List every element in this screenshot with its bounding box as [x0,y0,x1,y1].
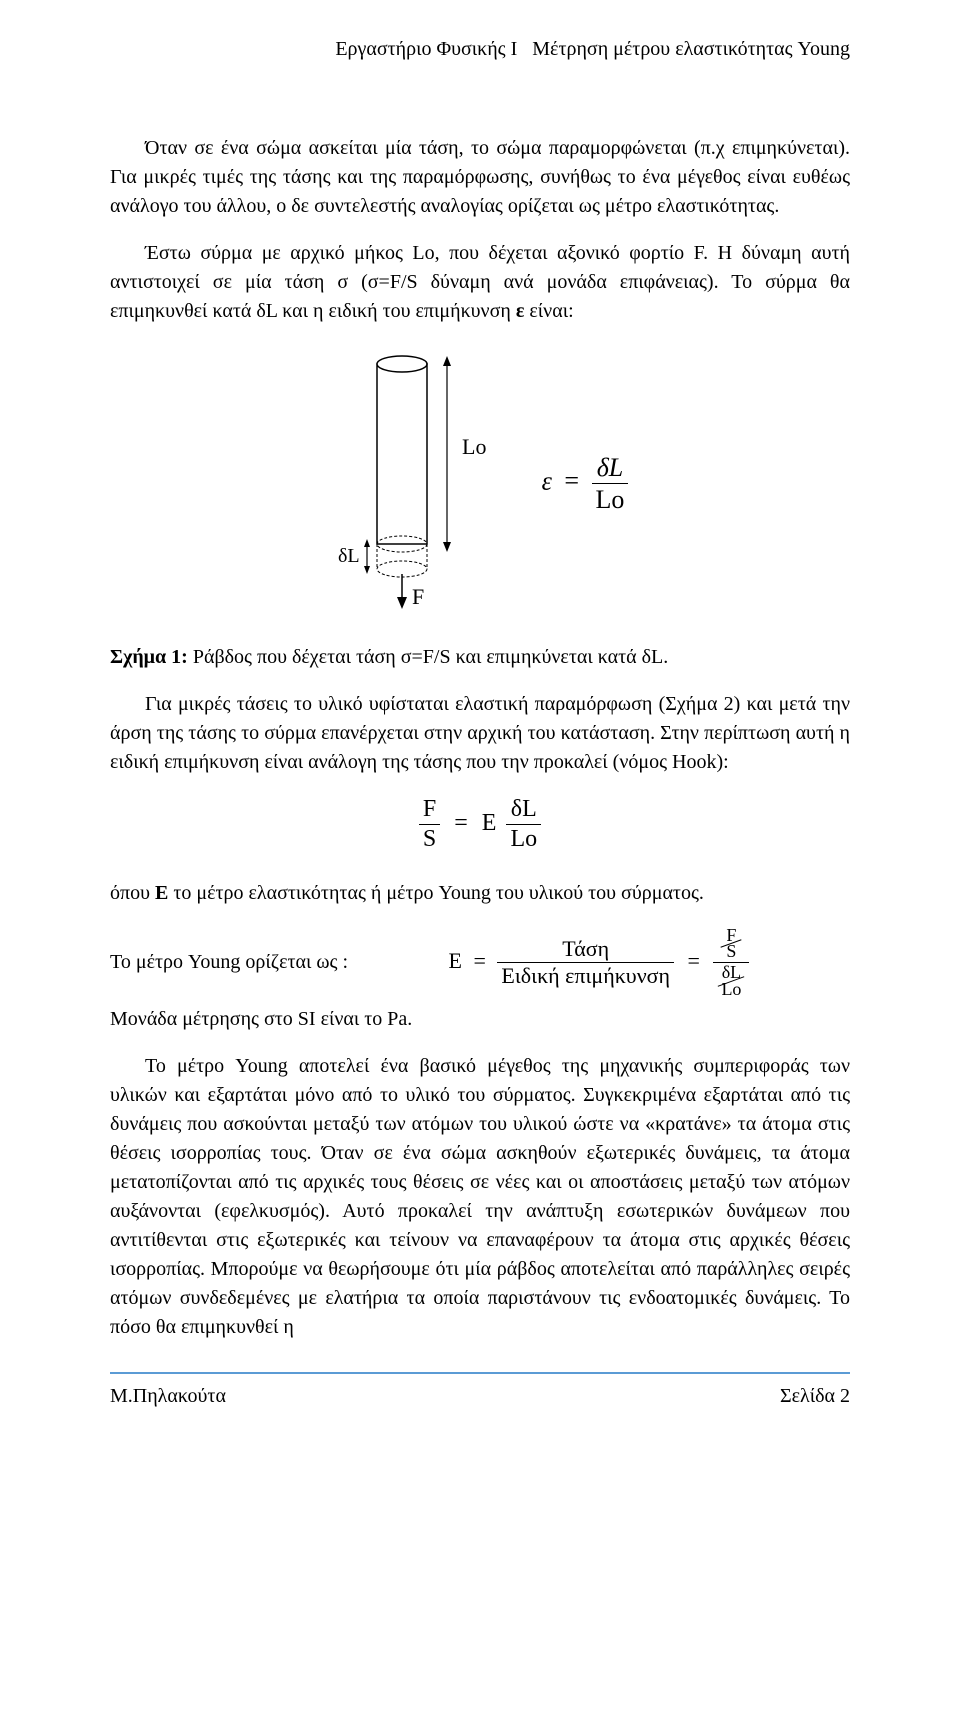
equation-3: Ε = Τάση Ειδική επιμήκυνση = F S δL Lo [348,926,850,1000]
equation-2: F S = Ε δL Lo [110,795,850,854]
eq2-denR: Lo [506,825,541,854]
paragraph-1: Όταν σε ένα σώμα ασκείται μία τάση, το σ… [110,134,850,221]
figure-1-caption-label: Σχήμα 1: [110,646,188,668]
paragraph-4b: το μέτρο ελαστικότητας ή μέτρο Young του… [168,882,704,904]
eq3-den2: δL Lo [713,963,749,1000]
eq3-den1: Ειδική επιμήκυνση [497,963,674,989]
eq2-E: Ε [482,810,497,836]
paragraph-3: Για μικρές τάσεις το υλικό υφίσταται ελα… [110,690,850,777]
paragraph-2b: είναι: [524,300,573,322]
eq3-dL-bot: Lo [717,980,745,1000]
footer-left: Μ.Πηλακούτα [110,1382,226,1411]
eq2-denL: S [419,825,440,854]
paragraph-4-E: Ε [155,882,168,904]
eq1-den: Lo [592,484,629,515]
young-definition-label: Το μέτρο Young ορίζεται ως : [110,948,348,977]
eq3-FS: F S [720,926,742,963]
eq2-numR: δL [506,795,541,825]
eq3-dLLo: δL Lo [717,963,745,1000]
paragraph-2a: Έστω σύρμα με αρχικό μήκος Lo, που δέχετ… [110,242,850,322]
si-unit-line: Μονάδα μέτρησης στο SI είναι το Pa. [110,1005,850,1034]
footer-right: Σελίδα 2 [780,1382,850,1411]
eq2-numL: F [419,795,440,825]
young-definition-row: Το μέτρο Young ορίζεται ως : Ε = Τάση Ει… [110,926,850,1000]
header-right: Μέτρηση μέτρου ελαστικότητας Young [532,38,850,60]
eq3-num1: Τάση [497,936,674,963]
paragraph-2: Έστω σύρμα με αρχικό μήκος Lo, που δέχετ… [110,239,850,326]
fig-label-dL: δL [338,545,360,567]
eq1-frac: δL Lo [592,452,629,515]
figure-1-caption-text: Ράβδος που δέχεται τάση σ=F/S και επιμηκ… [188,646,668,668]
eq3-frac1: Τάση Ειδική επιμήκυνση [497,936,674,990]
eq3-num2: F S [713,926,749,964]
eq3-frac2: F S δL Lo [713,926,749,1000]
fig-label-Lo: Lo [462,434,486,459]
eq2-eq: = [454,810,468,836]
eq1-eq: = [564,466,579,495]
paragraph-5: Το μέτρο Young αποτελεί ένα βασικό μέγεθ… [110,1052,850,1342]
eq1-lhs: ε [542,466,552,495]
figure-1-svg: Lo δL F [332,344,502,623]
paragraph-4a: όπου [110,882,155,904]
header-left: Εργαστήριο Φυσικής Ι [335,38,517,60]
eq1-num: δL [592,452,629,484]
figure-1: Lo δL F ε = δL Lo [110,344,850,623]
eq3-E: Ε [449,948,462,973]
running-header: Εργαστήριο Φυσικής Ι Μέτρηση μέτρου ελασ… [110,35,850,64]
footer-rule [110,1372,850,1374]
eq3-eq1: = [474,948,486,973]
paragraph-4: όπου Ε το μέτρο ελαστικότητας ή μέτρο Yo… [110,879,850,908]
page-footer: Μ.Πηλακούτα Σελίδα 2 [110,1382,850,1411]
eq2-right-frac: δL Lo [506,795,541,854]
figure-1-caption: Σχήμα 1: Ράβδος που δέχεται τάση σ=F/S κ… [110,643,850,672]
equation-1: ε = δL Lo [542,452,629,515]
eq3-eq2: = [688,948,700,973]
eq2-left-frac: F S [419,795,440,854]
fig-label-F: F [412,584,424,609]
